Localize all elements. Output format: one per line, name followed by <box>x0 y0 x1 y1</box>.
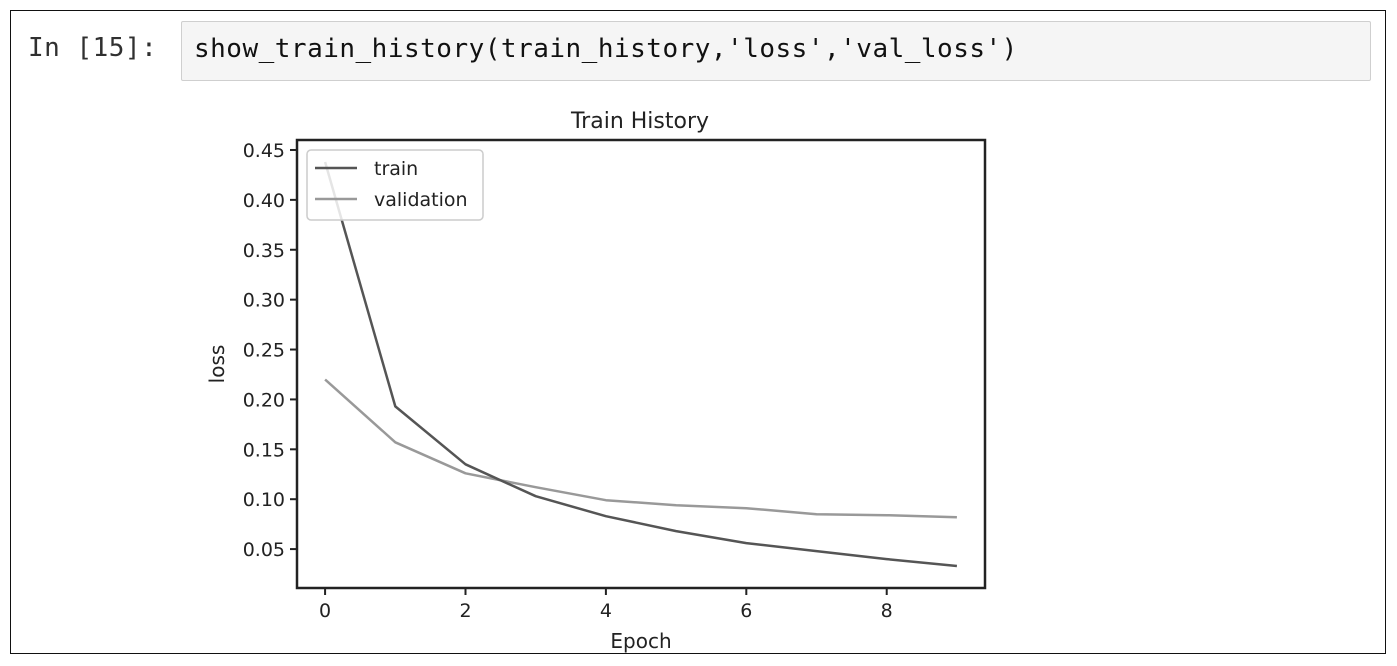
y-tick-label: 0.25 <box>243 340 285 362</box>
input-prompt: In [15]: <box>28 33 158 63</box>
plot-area <box>295 138 987 590</box>
y-axis-label: loss <box>205 345 229 384</box>
x-tick-label: 0 <box>319 600 331 622</box>
x-tick-label: 6 <box>740 600 752 622</box>
y-tick-label: 0.20 <box>243 389 285 411</box>
x-tick-label: 4 <box>600 600 612 622</box>
x-tick-label: 2 <box>459 600 471 622</box>
y-tick-label: 0.30 <box>243 290 285 312</box>
y-tick-label: 0.45 <box>243 140 285 162</box>
line-chart: Train History 0.05 0.10 0.15 0.20 0.25 0.30 0.… <box>205 109 987 653</box>
y-tick-label: 0.35 <box>243 240 285 262</box>
y-tick-label: 0.15 <box>243 439 285 461</box>
legend-label-train: train <box>374 158 418 180</box>
x-axis-label: Epoch <box>610 629 671 653</box>
series-line-train <box>323 161 958 568</box>
output-chart: Train History 0.05 0.10 0.15 0.20 0.25 0.30 0.… <box>180 96 1010 661</box>
chart-title: Train History <box>570 109 709 134</box>
notebook-cell-frame <box>10 10 1386 654</box>
legend-label-validation: validation <box>374 189 468 211</box>
code-text: show_train_history(train_history,'loss',… <box>194 34 1018 64</box>
code-cell-input[interactable]: show_train_history(train_history,'loss',… <box>181 21 1371 81</box>
series-line-validation <box>324 378 957 519</box>
y-tick-label: 0.05 <box>243 539 285 561</box>
y-tick-label: 0.40 <box>243 190 285 212</box>
y-tick-label: 0.10 <box>243 489 285 511</box>
x-tick-label: 8 <box>881 600 893 622</box>
